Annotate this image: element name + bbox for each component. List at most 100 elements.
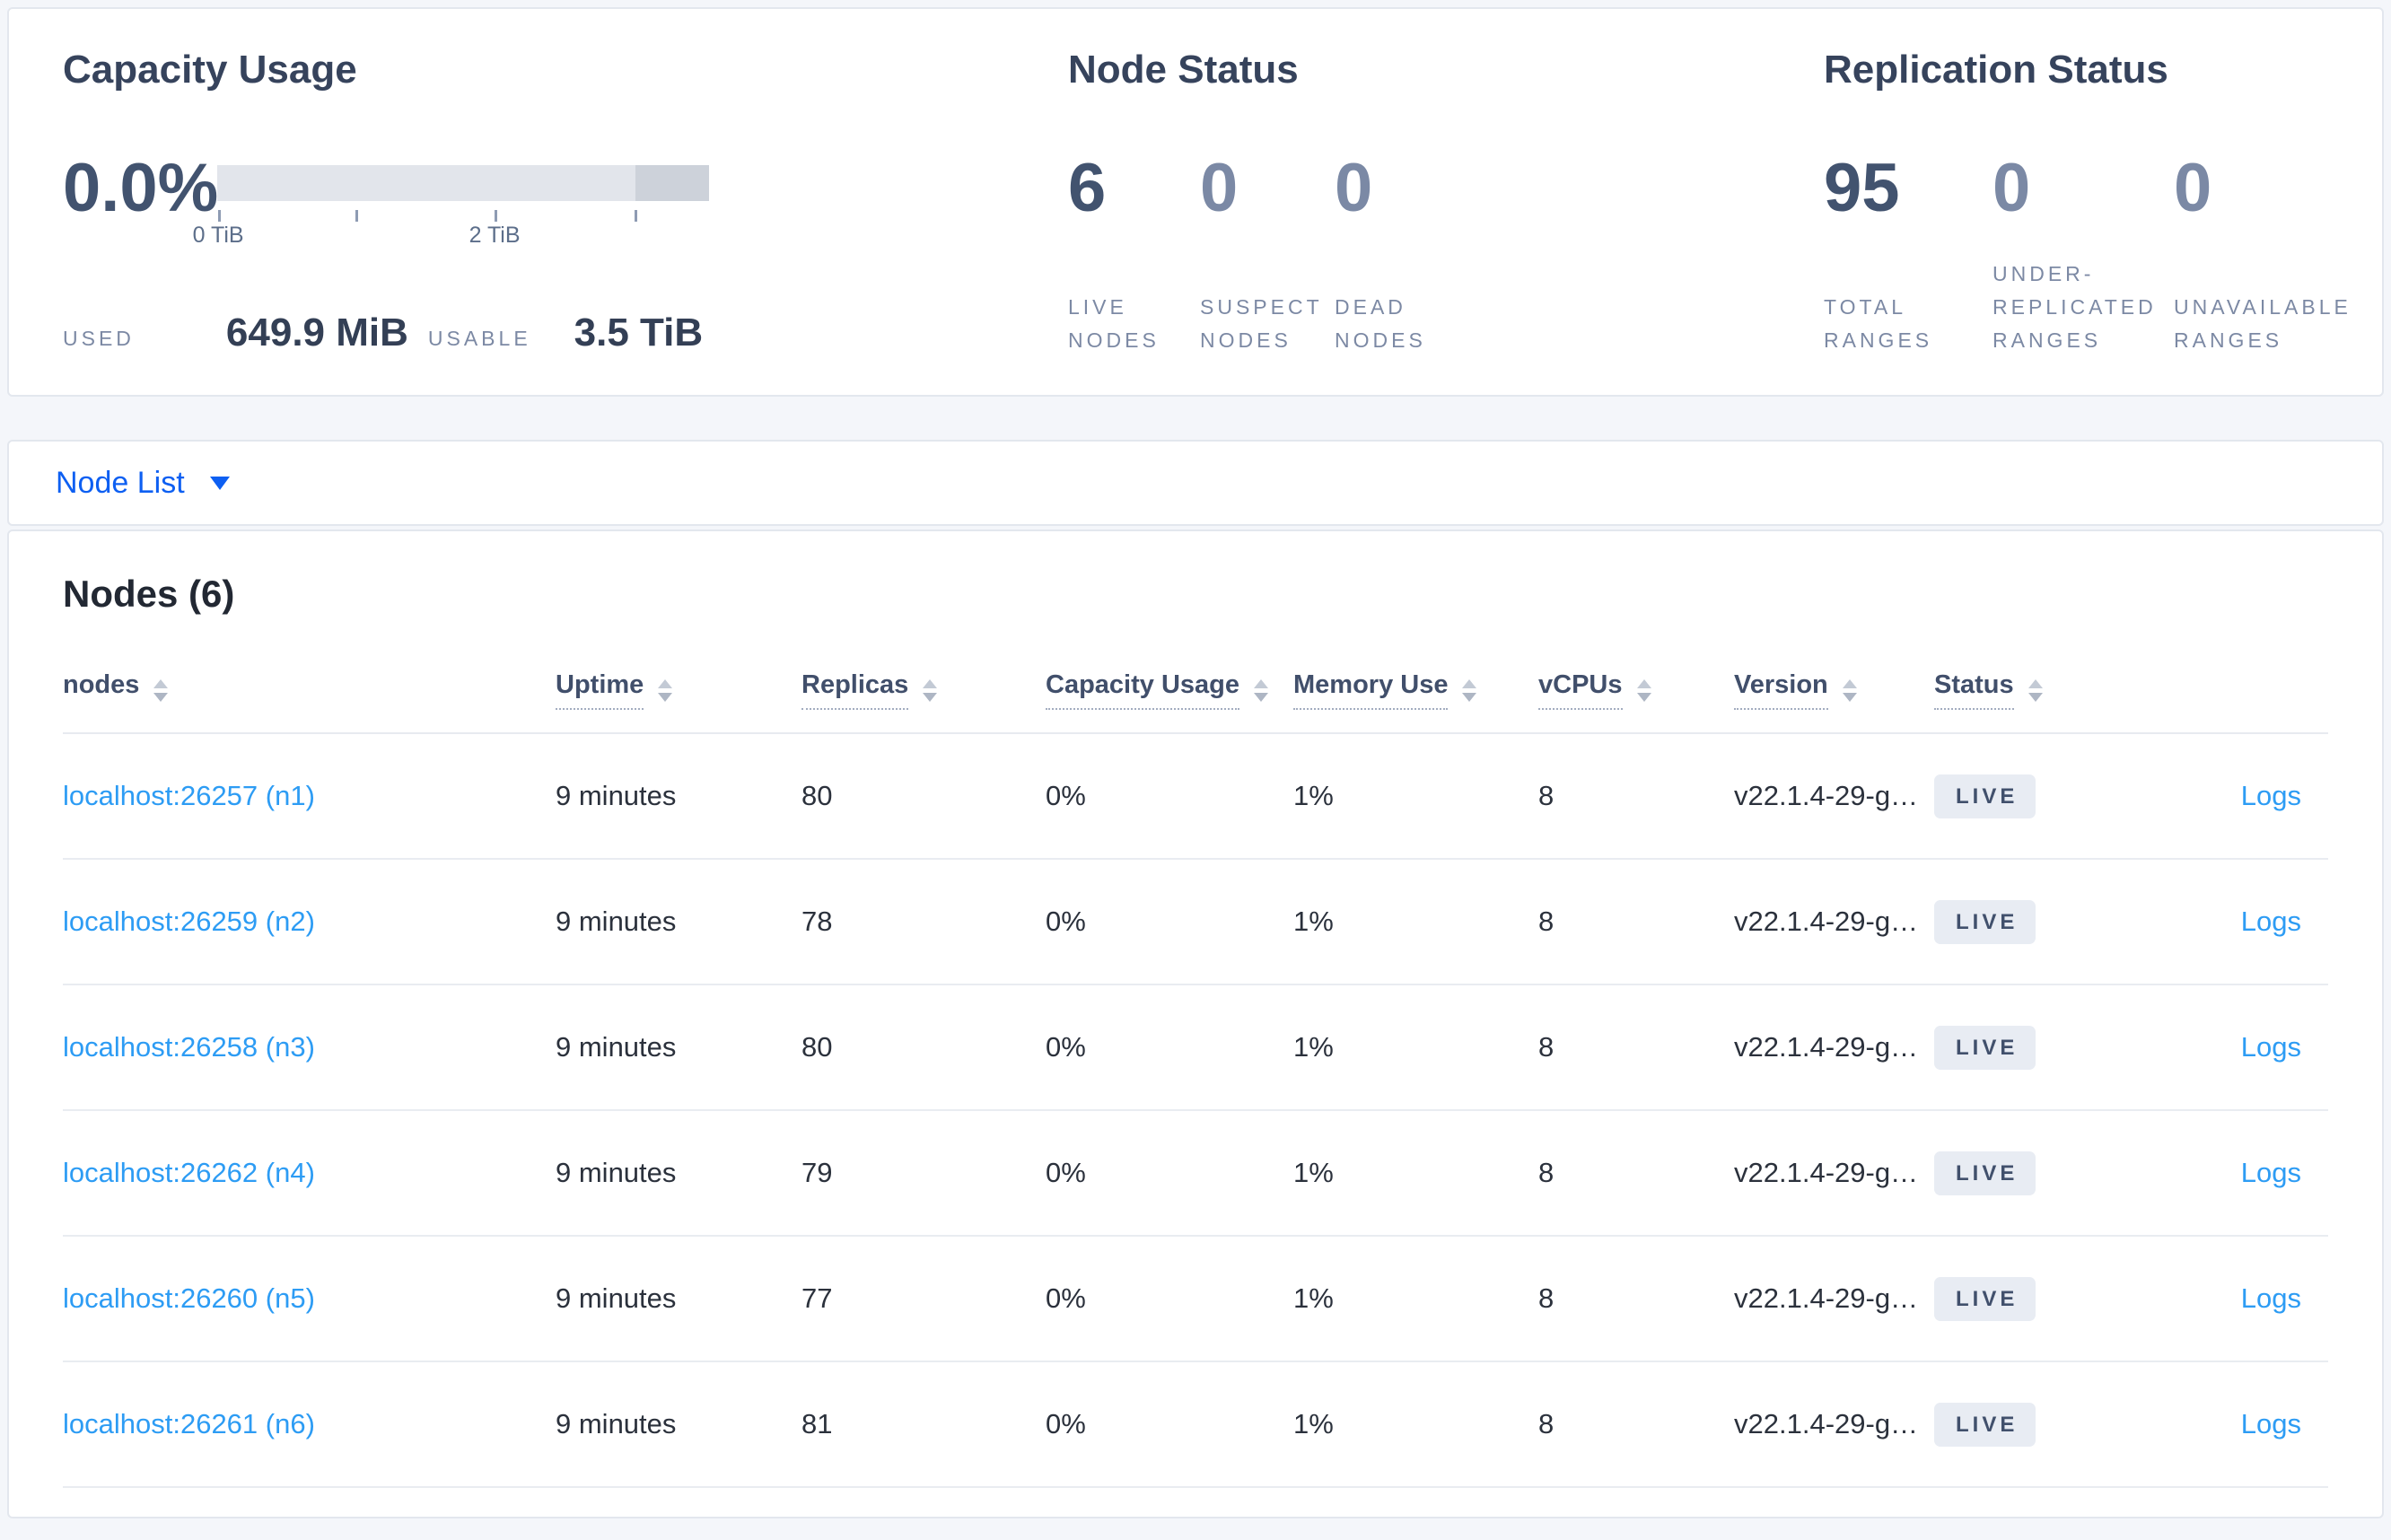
version-cell: v22.1.4-29-g… (1734, 906, 1919, 937)
logs-link[interactable]: Logs (2240, 780, 2301, 811)
capacity-cell: 0% (1046, 1408, 1086, 1439)
vcpus-cell: 8 (1538, 1408, 1555, 1439)
table-row: localhost:26262 (n4) 9 minutes 79 0% 1% … (63, 1111, 2328, 1237)
under-replicated-ranges-count: 0 (1992, 150, 2031, 226)
replicas-cell: 77 (801, 1282, 833, 1314)
replicas-cell: 78 (801, 906, 833, 937)
axis-tick (635, 210, 638, 222)
replicas-cell: 80 (801, 1031, 833, 1063)
status-badge: LIVE (1934, 1025, 2036, 1070)
capacity-cell: 0% (1046, 1157, 1086, 1188)
version-cell: v22.1.4-29-g… (1734, 1157, 1919, 1188)
version-cell: v22.1.4-29-g… (1734, 1031, 1919, 1063)
logs-link[interactable]: Logs (2240, 1282, 2301, 1314)
axis-tick (355, 210, 358, 222)
sort-icon (1636, 678, 1651, 702)
used-label: USED (63, 327, 135, 350)
replicas-cell: 80 (801, 780, 833, 811)
memory-cell: 1% (1293, 1031, 1334, 1063)
node-link[interactable]: localhost:26262 (n4) (63, 1157, 315, 1188)
logs-link[interactable]: Logs (2240, 1031, 2301, 1063)
status-badge: LIVE (1934, 899, 2036, 944)
logs-link[interactable]: Logs (2240, 1157, 2301, 1188)
version-cell: v22.1.4-29-g… (1734, 1282, 1919, 1314)
column-header-replicas[interactable]: Replicas (801, 670, 1046, 710)
dead-nodes-label: DEAD NODES (1335, 295, 1426, 352)
axis-tick-label: 0 TiB (192, 223, 244, 248)
total-ranges-label: TOTAL RANGES (1824, 295, 1933, 352)
column-header-nodes[interactable]: nodes (63, 670, 556, 710)
nodes-table-card: Nodes (6) nodes Uptime Replicas Capacity… (7, 529, 2384, 1518)
capacity-bar: 0 TiB 2 TiB (193, 165, 709, 249)
uptime-cell: 9 minutes (556, 1157, 677, 1188)
column-header-vcpus[interactable]: vCPUs (1538, 670, 1734, 710)
capacity-bar-extra-segment (635, 165, 709, 201)
uptime-cell: 9 minutes (556, 1282, 677, 1314)
used-value: 649.9 MiB (225, 311, 408, 354)
under-replicated-ranges-label: UNDER-REPLICATED RANGES (1992, 262, 2157, 352)
capacity-percent: 0.0% (63, 150, 219, 226)
node-link[interactable]: localhost:26258 (n3) (63, 1031, 315, 1063)
capacity-cell: 0% (1046, 1031, 1086, 1063)
usable-label: USABLE (427, 327, 531, 350)
vcpus-cell: 8 (1538, 1031, 1555, 1063)
logs-link[interactable]: Logs (2240, 1408, 2301, 1439)
node-status-section: Node Status 6 0 0 LIVE NODES SUSPECT NOD… (1068, 9, 1786, 395)
sort-icon (658, 678, 673, 702)
sort-icon (1462, 678, 1477, 702)
axis-tick (495, 210, 498, 222)
node-link[interactable]: localhost:26257 (n1) (63, 780, 315, 811)
table-row: localhost:26258 (n3) 9 minutes 80 0% 1% … (63, 985, 2328, 1111)
column-header-capacity-usage[interactable]: Capacity Usage (1046, 670, 1293, 710)
column-header-version[interactable]: Version (1734, 670, 1934, 710)
memory-cell: 1% (1293, 780, 1334, 811)
node-list-selector[interactable]: Node List (56, 466, 230, 501)
capacity-cell: 0% (1046, 780, 1086, 811)
replication-status-section: Replication Status 95 0 0 TOTAL RANGES U… (1824, 9, 2391, 395)
nodes-table-header: nodes Uptime Replicas Capacity Usage Mem… (63, 648, 2328, 734)
status-badge: LIVE (1934, 1276, 2036, 1321)
view-selector-bar: Node List (7, 440, 2384, 526)
replicas-cell: 79 (801, 1157, 833, 1188)
memory-cell: 1% (1293, 1408, 1334, 1439)
uptime-cell: 9 minutes (556, 780, 677, 811)
version-cell: v22.1.4-29-g… (1734, 1408, 1919, 1439)
unavailable-ranges-label: UNAVAILABLE RANGES (2174, 295, 2352, 352)
column-header-memory-use[interactable]: Memory Use (1293, 670, 1538, 710)
live-nodes-count: 6 (1068, 150, 1107, 226)
vcpus-cell: 8 (1538, 906, 1555, 937)
capacity-usage-section: Capacity Usage 0.0% 0 TiB 2 TiB (63, 9, 1032, 395)
sort-icon (2028, 678, 2043, 702)
vcpus-cell: 8 (1538, 1282, 1555, 1314)
axis-tick-label: 2 TiB (469, 223, 521, 248)
version-cell: v22.1.4-29-g… (1734, 780, 1919, 811)
chevron-down-icon (209, 476, 230, 490)
table-row: localhost:26257 (n1) 9 minutes 80 0% 1% … (63, 734, 2328, 860)
node-status-title: Node Status (1068, 48, 1299, 92)
status-badge: LIVE (1934, 1402, 2036, 1447)
sort-icon (153, 678, 169, 702)
status-badge: LIVE (1934, 774, 2036, 818)
memory-cell: 1% (1293, 1157, 1334, 1188)
sort-icon (923, 678, 938, 702)
vcpus-cell: 8 (1538, 1157, 1555, 1188)
suspect-nodes-label: SUSPECT NODES (1200, 295, 1323, 352)
uptime-cell: 9 minutes (556, 906, 677, 937)
node-list-selector-label: Node List (56, 465, 185, 500)
memory-cell: 1% (1293, 906, 1334, 937)
replicas-cell: 81 (801, 1408, 833, 1439)
unavailable-ranges-count: 0 (2174, 150, 2212, 226)
node-link[interactable]: localhost:26259 (n2) (63, 906, 315, 937)
table-row: localhost:26260 (n5) 9 minutes 77 0% 1% … (63, 1237, 2328, 1362)
live-nodes-label: LIVE NODES (1068, 295, 1160, 352)
sort-icon (1842, 678, 1857, 702)
capacity-usage-title: Capacity Usage (63, 48, 357, 92)
logs-link[interactable]: Logs (2240, 906, 2301, 937)
node-link[interactable]: localhost:26261 (n6) (63, 1408, 315, 1439)
capacity-axis (217, 201, 709, 223)
total-ranges-count: 95 (1824, 150, 1900, 226)
uptime-cell: 9 minutes (556, 1408, 677, 1439)
column-header-status[interactable]: Status (1934, 670, 2114, 710)
node-link[interactable]: localhost:26260 (n5) (63, 1282, 315, 1314)
column-header-uptime[interactable]: Uptime (556, 670, 801, 710)
